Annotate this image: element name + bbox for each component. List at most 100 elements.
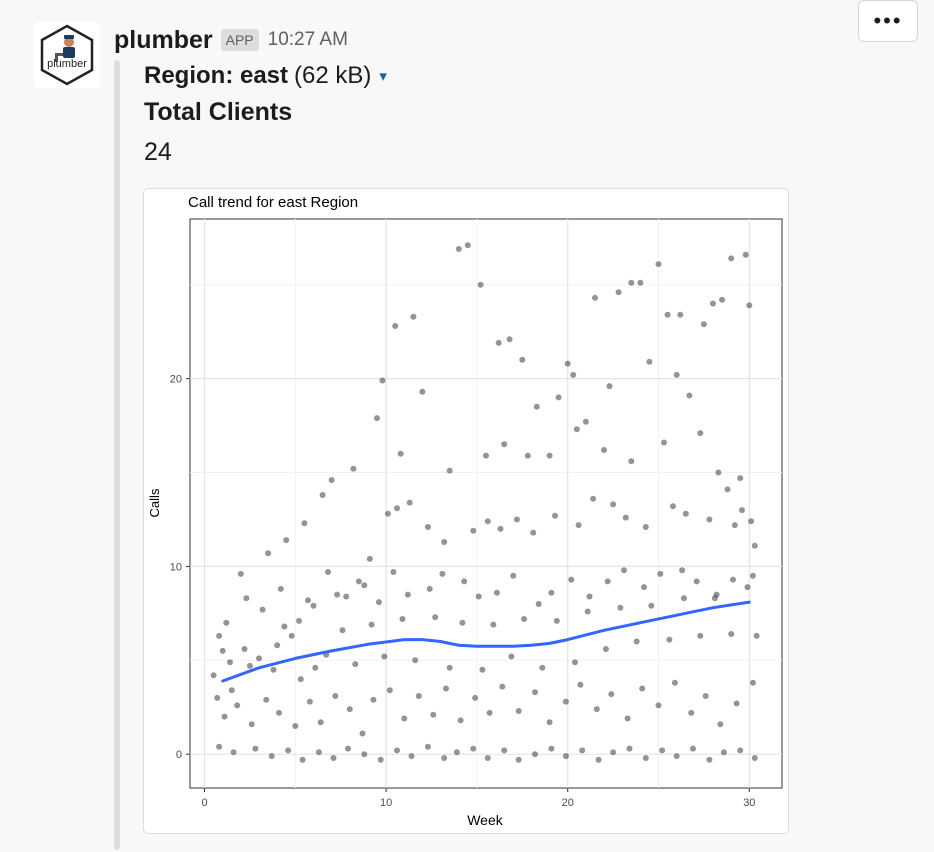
data-point (216, 743, 223, 750)
data-point (270, 666, 277, 673)
data-point (306, 698, 313, 705)
more-actions-button[interactable]: ••• (858, 0, 918, 42)
data-point (248, 721, 255, 728)
data-point (532, 751, 538, 758)
data-point (720, 749, 727, 756)
attachment-bar (114, 60, 120, 850)
data-point (265, 550, 272, 557)
data-point (700, 321, 707, 328)
data-point (661, 439, 667, 446)
data-point (659, 747, 666, 754)
data-point (697, 632, 704, 639)
data-point (648, 602, 655, 609)
data-point (702, 693, 709, 699)
data-point (214, 694, 221, 701)
data-point (484, 518, 491, 525)
sender-name[interactable]: plumber (114, 25, 213, 54)
data-point (241, 646, 248, 652)
data-point (724, 486, 731, 493)
data-point (501, 747, 508, 754)
y-tick-label: 20 (170, 374, 182, 386)
data-point (234, 702, 241, 709)
data-point (285, 747, 292, 754)
grid (190, 219, 782, 788)
x-tick-label: 0 (201, 797, 207, 809)
data-point (751, 542, 758, 549)
data-point (446, 664, 453, 671)
data-point (379, 377, 386, 384)
data-point (642, 755, 649, 761)
data-point (455, 246, 462, 252)
data-point (361, 582, 368, 589)
data-point (686, 392, 693, 399)
data-point (601, 447, 607, 453)
data-point (384, 510, 391, 517)
data-point (532, 689, 538, 696)
data-point (548, 745, 555, 752)
data-point (296, 617, 302, 624)
data-point (499, 683, 506, 690)
chevron-down-icon[interactable]: ▾ (379, 68, 387, 85)
file-name[interactable]: Region: east (144, 62, 289, 89)
data-point (564, 360, 571, 367)
data-point (281, 623, 288, 630)
avatar[interactable]: plumber (34, 22, 100, 88)
data-point (688, 709, 695, 716)
data-point (680, 595, 687, 602)
data-point (510, 572, 517, 579)
data-point (274, 642, 281, 649)
data-point (622, 514, 629, 521)
data-point (375, 599, 382, 606)
data-point (728, 631, 735, 637)
data-point (390, 569, 397, 575)
data-point (355, 578, 362, 585)
x-tick-label: 20 (562, 797, 574, 809)
data-point (533, 403, 540, 410)
data-point (493, 589, 500, 596)
message-timestamp[interactable]: 10:27 AM (267, 29, 348, 50)
data-point (628, 279, 635, 286)
plumber-logo-icon: plumber (40, 24, 94, 86)
data-point (310, 602, 317, 609)
data-point (381, 653, 388, 660)
data-point (352, 661, 359, 668)
data-point (530, 529, 537, 536)
chart-image[interactable]: Call trend for east Region 0 10 20 30 0 10 20 … (143, 188, 789, 834)
data-point (227, 659, 233, 666)
data-point (513, 516, 520, 523)
y-tick-label: 0 (176, 749, 182, 761)
data-point (312, 664, 319, 671)
data-point (301, 520, 308, 527)
data-point (386, 687, 393, 694)
data-point (479, 666, 486, 673)
data-point (742, 251, 749, 258)
data-point (604, 578, 611, 585)
data-point (715, 469, 722, 476)
data-point (593, 706, 600, 713)
data-point (693, 578, 700, 585)
data-point (719, 296, 726, 303)
data-point (328, 477, 335, 483)
data-point (412, 657, 419, 664)
data-point (252, 745, 259, 752)
data-point (276, 709, 282, 716)
data-point (751, 755, 758, 761)
data-point (568, 576, 575, 583)
data-point (315, 749, 322, 756)
data-point (334, 591, 341, 598)
data-point (439, 570, 446, 577)
data-point (475, 593, 482, 600)
data-point (615, 289, 622, 296)
trend-line (221, 600, 751, 683)
data-point (470, 745, 477, 752)
data-point (677, 311, 684, 318)
data-point (639, 685, 646, 692)
field-value: 24 (144, 138, 172, 166)
data-point (710, 300, 716, 307)
data-point (706, 516, 713, 523)
chart-title: Call trend for east Region (188, 194, 358, 211)
data-point (408, 753, 415, 760)
data-point (713, 591, 720, 598)
data-point (515, 708, 522, 714)
data-point (595, 756, 602, 763)
